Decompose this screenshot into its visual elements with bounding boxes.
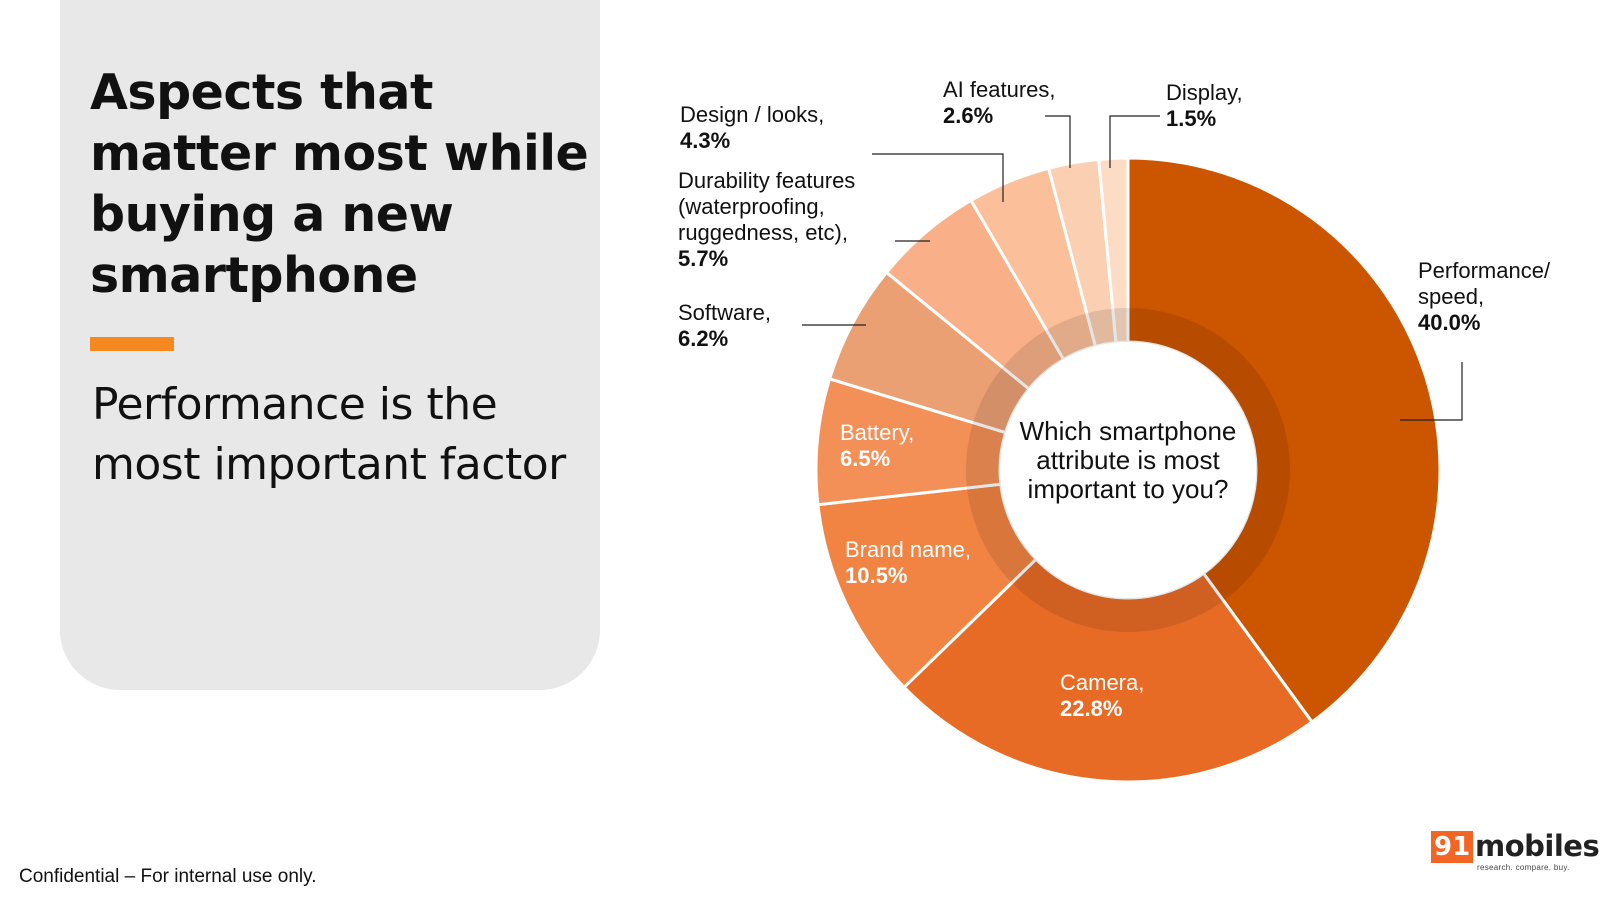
slice-label-8: AI features, 2.6%	[943, 77, 1056, 128]
slice-label-5: Software, 6.2%	[678, 300, 771, 351]
leader-line-7	[872, 153, 1004, 202]
donut-hole	[1000, 342, 1256, 598]
logo-tagline: research. compare. buy.	[1477, 863, 1570, 872]
accent-bar	[90, 337, 174, 351]
brand-logo: 91 mobiles research. compare. buy.	[1431, 829, 1600, 872]
logo-wordmark: mobiles	[1475, 829, 1600, 863]
inner-ring	[966, 308, 1290, 632]
slices-layer	[814, 156, 1442, 784]
slide-subtitle: Performance is the most important factor	[92, 379, 566, 490]
leader-line-8	[1045, 115, 1071, 168]
labels-layer: Performance/speed, 40.0% Camera, 22.8% Brand…	[678, 77, 1551, 721]
center-question-line: important to you?	[1028, 474, 1229, 504]
leader-line-9	[1109, 115, 1160, 168]
center-question-line: Which smartphone	[1020, 416, 1237, 446]
leader-lines	[802, 115, 1463, 421]
slice-label-4: Battery, 6.5%	[840, 420, 914, 471]
slice-label-6: Durability features (waterproofing, rugged…	[678, 168, 855, 271]
confidential-footer: Confidential – For internal use only.	[19, 866, 317, 887]
slice-label-2: Camera, 22.8%	[1060, 670, 1144, 721]
leader-line-1	[1400, 362, 1463, 421]
slice-label-9: Display, 1.5%	[1166, 80, 1243, 131]
logo-number: 91	[1431, 831, 1474, 863]
slice-label-1: Performance/speed, 40.0%	[1418, 258, 1551, 335]
slice-label-3: Brand name, 10.5%	[845, 537, 971, 588]
slice-label-7: Design / looks, 4.3%	[680, 102, 824, 153]
slide-title: Aspects that matter most while buying a …	[90, 64, 589, 304]
center-question-line: attribute is most	[1036, 445, 1220, 475]
